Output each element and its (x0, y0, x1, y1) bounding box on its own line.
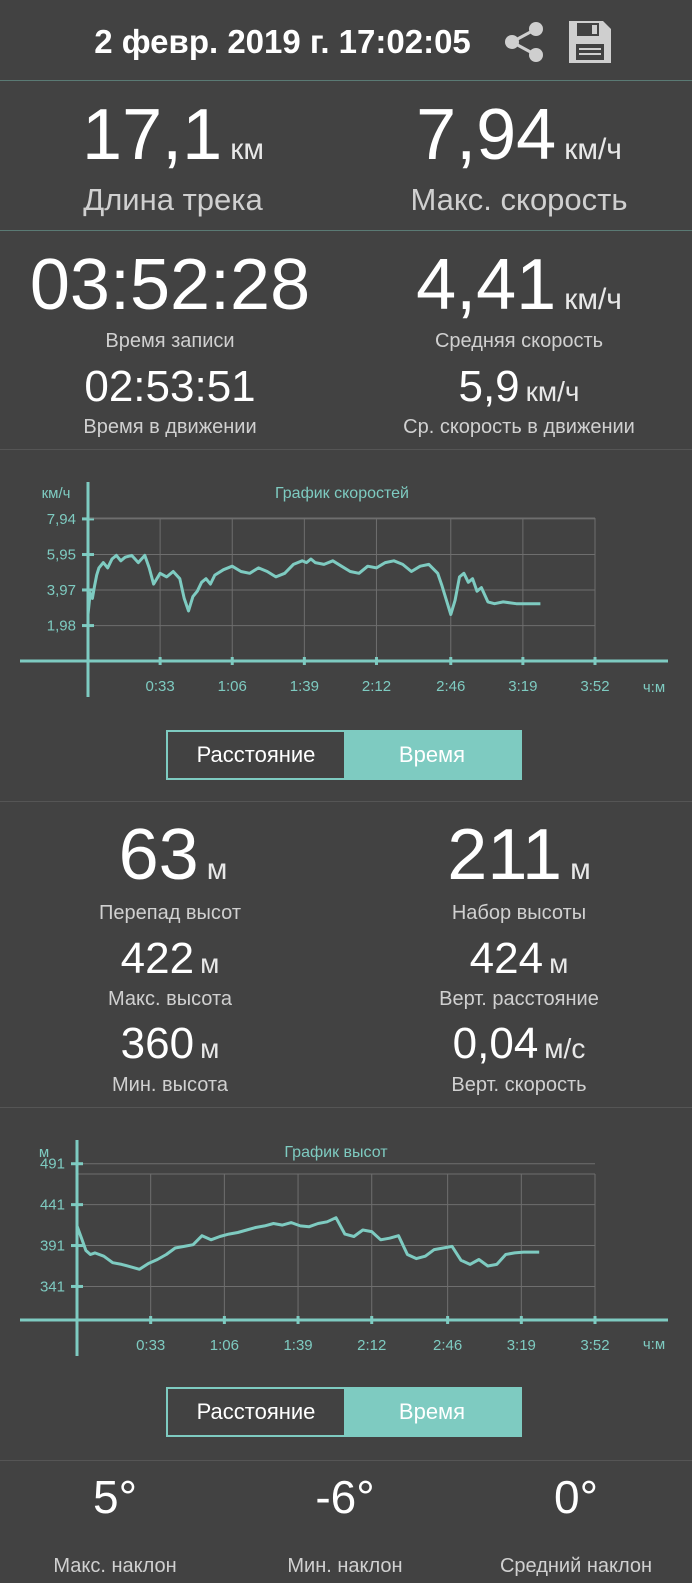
save-button[interactable] (565, 17, 615, 67)
save-icon (569, 21, 611, 63)
speed-chart-ylabel: км/ч (42, 485, 71, 502)
x-tick-label: 2:12 (357, 1337, 386, 1354)
y-tick-label: 5,95 (47, 547, 76, 564)
speed-chart-mode-toggle[interactable]: Расстояние Время (166, 730, 522, 780)
min-slope-label: Мин. наклон (287, 1555, 403, 1577)
share-icon (505, 22, 543, 62)
vert-speed-label: Верт. скорость (451, 1074, 587, 1096)
summary-divider (0, 230, 692, 231)
x-tick-label: 1:39 (290, 678, 319, 695)
track-length-value: 17,1 км (82, 95, 264, 175)
y-tick-label: 491 (40, 1156, 65, 1173)
altitude-section-divider (0, 1107, 692, 1108)
x-tick-label: 3:19 (508, 678, 537, 695)
x-tick-label: 2:46 (436, 678, 465, 695)
y-tick-label: 441 (40, 1197, 65, 1214)
speed-section-divider (0, 449, 692, 450)
series-line (86, 553, 541, 616)
header-divider (0, 80, 692, 81)
time-mode-button[interactable]: Время (344, 1389, 520, 1435)
max-altitude-label: Макс. высота (107, 988, 233, 1010)
avg-moving-speed-label: Ср. скорость в движении (403, 416, 635, 438)
distance-mode-button[interactable]: Расстояние (168, 1389, 344, 1435)
max-slope-label: Макс. наклон (53, 1555, 177, 1577)
altitude-chart-ylabel: м (39, 1144, 49, 1161)
avg-speed-value: 4,41 км/ч (416, 245, 622, 325)
x-tick-label: 2:12 (362, 678, 391, 695)
altitude-chart-title: График высот (284, 1144, 388, 1161)
x-tick-label: 3:52 (580, 1337, 609, 1354)
track-length-label: Длина трека (83, 182, 263, 217)
x-tick-label: 1:39 (283, 1337, 312, 1354)
record-time-value: 03:52:28 (29, 245, 311, 325)
max-altitude-value: 422 м (120, 934, 220, 983)
moving-time-value: 02:53:51 (84, 362, 256, 411)
avg-speed-label: Средняя скорость (434, 330, 604, 352)
vert-speed-value: 0,04 м/с (452, 1019, 586, 1068)
y-tick-label: 341 (40, 1278, 65, 1295)
vert-distance-value: 424 м (469, 934, 569, 983)
elevation-gain-value: 211 м (447, 815, 591, 895)
min-slope-value: -6° (315, 1471, 375, 1523)
min-altitude-value: 360 м (120, 1019, 220, 1068)
elevation-diff-label: Перепад высот (99, 902, 241, 924)
speed-chart: График скоростей км/ч ч:м 0:33 1:06 1:39 2:… (20, 482, 668, 697)
x-tick-label: 0:33 (136, 1337, 165, 1354)
x-tick-label: 3:19 (507, 1337, 536, 1354)
y-tick-label: 7,94 (47, 511, 76, 528)
elevation-section-divider (0, 801, 692, 802)
max-slope-value: 5° (93, 1471, 137, 1523)
avg-moving-speed-value: 5,9 км/ч (458, 362, 580, 411)
elevation-gain-label: Набор высоты (451, 902, 587, 924)
y-tick-label: 1,98 (47, 618, 76, 635)
min-altitude-label: Мин. высота (112, 1074, 228, 1096)
altitude-chart-xlabel: ч:м (643, 1336, 665, 1353)
altitude-chart-mode-toggle[interactable]: Расстояние Время (166, 1387, 522, 1437)
x-tick-label: 2:46 (433, 1337, 462, 1354)
x-tick-label: 3:52 (580, 678, 609, 695)
time-mode-button[interactable]: Время (344, 732, 520, 778)
max-speed-label: Макс. скорость (410, 182, 628, 217)
elevation-diff-value: 63 м (118, 815, 228, 895)
series-line (75, 1216, 540, 1271)
recording-timestamp: 2 февр. 2019 г. 17:02:05 (94, 23, 471, 60)
distance-mode-button[interactable]: Расстояние (168, 732, 344, 778)
x-tick-label: 1:06 (218, 678, 247, 695)
share-button[interactable] (500, 17, 550, 67)
y-tick-label: 391 (40, 1238, 65, 1255)
altitude-chart: График высот м ч:м 0:33 1:06 1:39 2:12 2:46 3… (20, 1140, 668, 1356)
record-time-label: Время записи (105, 330, 235, 352)
avg-slope-label: Средний наклон (499, 1555, 653, 1577)
x-tick-label: 0:33 (146, 678, 175, 695)
speed-chart-title: График скоростей (275, 485, 409, 502)
slope-section-divider (0, 1460, 692, 1461)
speed-chart-xlabel: ч:м (643, 679, 665, 696)
x-tick-label: 1:06 (210, 1337, 239, 1354)
max-speed-value: 7,94 км/ч (416, 95, 622, 175)
avg-slope-value: 0° (554, 1471, 598, 1523)
y-tick-label: 3,97 (47, 582, 76, 599)
moving-time-label: Время в движении (83, 416, 257, 438)
vert-distance-label: Верт. расстояние (439, 988, 599, 1010)
